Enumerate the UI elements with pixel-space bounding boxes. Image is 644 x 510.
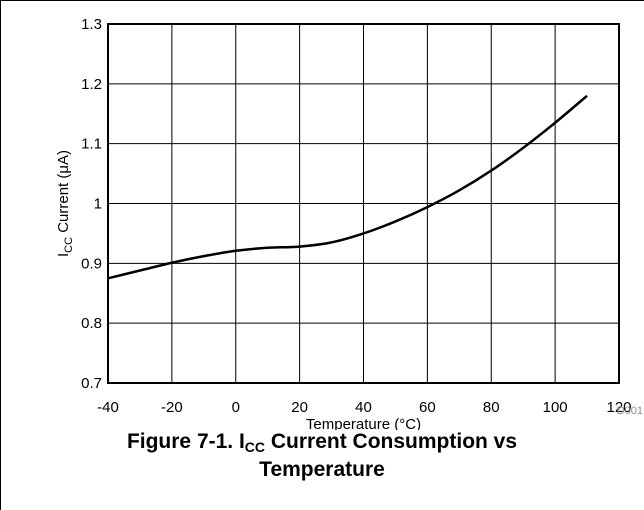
caption-prefix: Figure 7-1. I bbox=[126, 430, 245, 453]
x-tick-label: -40 bbox=[97, 399, 119, 416]
y-axis-label: ICC Current (μA) bbox=[55, 150, 75, 257]
caption-rest: Current Consumption vs bbox=[265, 430, 518, 453]
y-tick-label: 0.7 bbox=[81, 375, 102, 392]
x-tick-label: 20 bbox=[291, 399, 308, 416]
x-axis-label: Temperature (°C) bbox=[306, 416, 421, 430]
y-axis-label-subscript: CC bbox=[63, 237, 75, 253]
y-tick-labels: 0.7 0.8 0.9 1 1.1 1.2 1.3 bbox=[81, 16, 102, 392]
x-tick-label: 80 bbox=[483, 399, 500, 416]
y-tick-label: 1 bbox=[94, 196, 102, 213]
y-tick-label: 1.3 bbox=[81, 16, 102, 33]
x-tick-label: 100 bbox=[543, 399, 568, 416]
x-tick-label: 120 bbox=[606, 399, 631, 416]
y-axis-label-rest: Current (μA) bbox=[55, 150, 72, 237]
y-tick-label: 0.8 bbox=[81, 315, 102, 332]
figure-caption: Figure 7-1. ICC Current Consumption vs T… bbox=[100, 428, 544, 484]
x-tick-labels: -40 -20 0 20 40 60 80 100 120 bbox=[97, 399, 631, 416]
caption-line-2: Temperature bbox=[259, 458, 385, 481]
y-tick-label: 1.1 bbox=[81, 136, 102, 153]
frame-top-border bbox=[0, 0, 644, 1]
x-tick-label: 0 bbox=[232, 399, 240, 416]
frame-left-border bbox=[0, 0, 1, 510]
figure-code: D001 bbox=[617, 405, 643, 417]
caption-subscript: CC bbox=[244, 439, 266, 455]
line-chart: -40 -20 0 20 40 60 80 100 120 0.7 0.8 0.9 1 1.1 1.2 1.… bbox=[55, 16, 643, 430]
y-axis-label-prefix: I bbox=[55, 253, 72, 257]
x-tick-label: 40 bbox=[355, 399, 372, 416]
series-line bbox=[107, 94, 588, 280]
grid-lines bbox=[107, 23, 620, 384]
y-tick-label: 1.2 bbox=[81, 76, 102, 93]
x-tick-label: -20 bbox=[161, 399, 183, 416]
plot-area-border bbox=[107, 23, 620, 384]
x-tick-label: 60 bbox=[419, 399, 436, 416]
caption-line-1: Figure 7-1. ICC Current Consumption vs bbox=[100, 428, 544, 456]
y-tick-label: 0.9 bbox=[81, 255, 102, 272]
